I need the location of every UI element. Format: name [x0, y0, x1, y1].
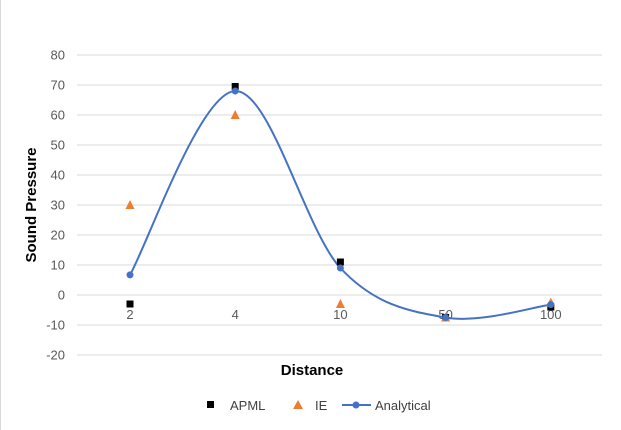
x-tick-labels: 241050100 — [126, 307, 561, 322]
legend-ie-label: IE — [315, 398, 328, 413]
grid-layer — [77, 54, 602, 356]
series-markers — [125, 83, 556, 322]
marker-apml-2 — [126, 300, 134, 308]
y-tick-label: 40 — [51, 168, 65, 183]
marker-analytical-100 — [547, 301, 555, 309]
marker-ie-10 — [335, 299, 345, 308]
marker-apml-10 — [336, 258, 344, 266]
y-tick-label: 80 — [51, 48, 65, 63]
marker-analytical-50 — [442, 314, 450, 321]
y-tick-label: 10 — [51, 258, 65, 273]
y-tick-label: 20 — [51, 228, 65, 243]
legend: APML IE Analytical — [207, 398, 431, 413]
x-tick-label: 2 — [126, 307, 133, 322]
x-tick-label: 10 — [333, 307, 347, 322]
marker-analytical-10 — [336, 264, 344, 272]
marker-apml-4 — [231, 83, 239, 90]
y-axis-title: Sound Pressure — [23, 147, 40, 262]
y-tick-label: 0 — [58, 288, 65, 303]
y-tick-label: 70 — [51, 78, 65, 93]
legend-ie-marker — [293, 400, 303, 409]
legend-apml-marker — [207, 401, 214, 408]
series-lines — [129, 89, 551, 320]
x-tick-label: 100 — [540, 307, 562, 322]
legend-apml-label: APML — [230, 398, 265, 413]
y-tick-labels: 80 70 60 50 40 30 20 10 0 -10 -20 — [46, 48, 65, 363]
x-tick-label: 4 — [232, 307, 239, 322]
marker-analytical-4 — [231, 87, 239, 95]
y-tick-label: 30 — [51, 198, 65, 213]
legend-analytical-label: Analytical — [375, 398, 431, 413]
marker-ie-4 — [230, 110, 240, 119]
y-tick-label: -20 — [46, 348, 65, 363]
x-axis-title: Distance — [281, 362, 344, 379]
y-tick-label: 50 — [51, 138, 65, 153]
marker-analytical-2 — [126, 271, 134, 279]
marker-ie-2 — [125, 200, 135, 209]
series-line-analytical — [129, 89, 551, 320]
y-tick-label: 60 — [51, 108, 65, 123]
legend-analytical-marker — [352, 401, 360, 409]
y-tick-label: -10 — [46, 318, 65, 333]
